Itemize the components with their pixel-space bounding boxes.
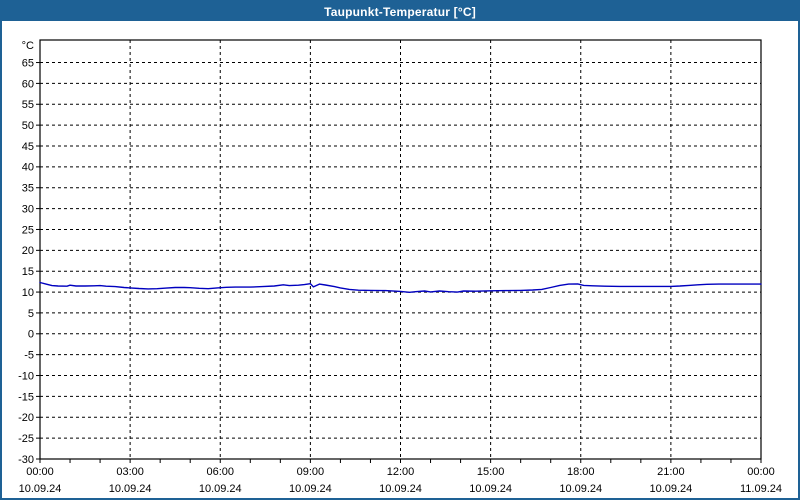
x-time-label: 12:00 xyxy=(387,466,415,478)
y-axis: 65605550454035302520151050-5-10-15-20-25… xyxy=(18,40,40,466)
y-tick-label: -10 xyxy=(18,370,34,382)
x-gridlines xyxy=(129,40,672,459)
x-time-label: 06:00 xyxy=(206,466,234,478)
y-tick-label: 35 xyxy=(22,183,34,195)
chart-canvas: 65605550454035302520151050-5-10-15-20-25… xyxy=(18,39,782,495)
x-date-label: 10.09.24 xyxy=(559,483,602,495)
x-date-label: 10.09.24 xyxy=(199,483,242,495)
x-date-label: 10.09.24 xyxy=(649,483,692,495)
y-tick-label: 10 xyxy=(22,287,34,299)
x-axis: 00:00 10.09.24 03:00 10.09.24 06:00 10.09.24 0… xyxy=(19,459,782,495)
y-tick-label: 55 xyxy=(22,99,34,111)
y-tick-label: -20 xyxy=(18,412,34,424)
x-date-label: 10.09.24 xyxy=(19,483,62,495)
window-title: Taupunkt-Temperatur [°C] xyxy=(324,4,476,19)
x-time-label: 03:00 xyxy=(116,466,144,478)
y-tick-label: -30 xyxy=(18,454,34,466)
y-axis-unit-label: °C xyxy=(22,40,34,52)
x-time-label: 15:00 xyxy=(477,466,505,478)
y-tick-label: -5 xyxy=(24,350,34,362)
y-tick-label: 50 xyxy=(22,120,34,132)
y-tick-label: 15 xyxy=(22,266,34,278)
x-date-label: 10.09.24 xyxy=(379,483,422,495)
y-tick-label: 30 xyxy=(22,203,34,215)
y-tick-label: 45 xyxy=(22,141,34,153)
y-tick-label: 20 xyxy=(22,245,34,257)
y-tick-label: 0 xyxy=(28,329,34,341)
x-time-label: 00:00 xyxy=(26,466,54,478)
y-tick-label: 65 xyxy=(22,57,34,69)
x-date-label: 11.09.24 xyxy=(740,483,782,495)
x-time-label: 09:00 xyxy=(297,466,325,478)
y-tick-label: 40 xyxy=(22,162,34,174)
chart-area: 65 60 55 50 45 40 35 30 25 20 15 10 5 0 -5 -10 -15 -20 -25… xyxy=(2,21,798,498)
y-tick-label: -15 xyxy=(18,391,34,403)
series-line xyxy=(39,281,762,293)
x-time-label: 21:00 xyxy=(657,466,685,478)
title-bar[interactable]: Taupunkt-Temperatur [°C] xyxy=(2,2,798,21)
x-time-label: 00:00 xyxy=(747,466,775,478)
x-date-label: 10.09.24 xyxy=(109,483,152,495)
y-tick-label: 25 xyxy=(22,224,34,236)
x-date-label: 10.09.24 xyxy=(289,483,332,495)
y-tick-label: 5 xyxy=(28,308,34,320)
x-date-label: 10.09.24 xyxy=(469,483,512,495)
y-tick-label: -25 xyxy=(18,433,34,445)
x-time-label: 18:00 xyxy=(567,466,595,478)
y-tick-label: 60 xyxy=(22,78,34,90)
